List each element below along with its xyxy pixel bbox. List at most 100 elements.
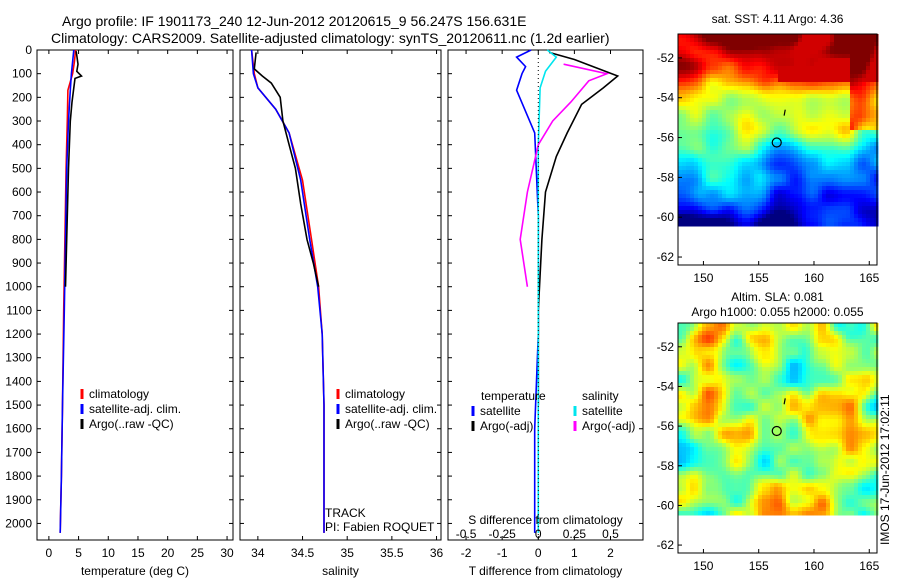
map-y-tick-label: -58 — [657, 170, 675, 184]
y-tick-label: 0 — [25, 43, 32, 57]
x-tick-label-top: -0.5 — [456, 527, 477, 541]
y-tick-label: 1000 — [5, 280, 32, 294]
series-line-difference-1 — [537, 51, 620, 406]
map-y-tick-label: -58 — [657, 459, 675, 473]
legend-title: temperature — [481, 389, 546, 403]
legend-entry: climatology — [89, 387, 149, 401]
y-tick-label: 1800 — [5, 469, 32, 483]
y-tick-label: 600 — [12, 185, 32, 199]
map-frame-1 — [677, 322, 878, 554]
x-tick-label: 20 — [161, 546, 175, 560]
y-tick-label: 700 — [12, 209, 32, 223]
series-line-salinity-2 — [253, 52, 320, 287]
y-tick-label: 1900 — [5, 493, 32, 507]
x-tick-label: 0 — [46, 546, 53, 560]
x-axis-label: salinity — [322, 564, 359, 578]
map-x-tick-label: 155 — [749, 559, 769, 573]
map-y-tick-label: -62 — [657, 538, 675, 552]
y-tick-label: 1500 — [5, 398, 32, 412]
map-field-1 — [678, 323, 879, 516]
legend-entry: satellite-adj. clim. — [89, 402, 181, 416]
plot-frame-temperature — [36, 49, 234, 541]
figure-title-line1: Argo profile: IF 1901173_240 12-Jun-2012… — [62, 13, 527, 29]
y-tick-label: 1300 — [5, 351, 32, 365]
legend-entry: Argo(-adj) — [582, 419, 635, 433]
track-segment — [783, 109, 786, 116]
x-axis-label: temperature (deg C) — [81, 564, 189, 578]
series-line-salinity-1 — [250, 49, 325, 533]
series-line-temperature-2 — [64, 51, 83, 287]
y-tick-label: 1600 — [5, 422, 32, 436]
x-tick-label: 34.5 — [291, 546, 315, 560]
track-segment — [783, 398, 786, 405]
x-tick-label: 0 — [535, 546, 542, 560]
legend-title: salinity — [582, 389, 619, 403]
y-tick-label: 300 — [12, 114, 32, 128]
legend-entry: Argo(-adj) — [480, 419, 533, 433]
plot-frame-difference — [447, 49, 644, 541]
x-tick-label: 25 — [191, 546, 205, 560]
timestamp-stamp: IMOS 17-Jun-2012 17:02:11 — [878, 394, 892, 545]
map-y-tick-label: -52 — [657, 340, 675, 354]
map-y-tick-label: -60 — [657, 498, 675, 512]
series-line-difference-3 — [519, 63, 610, 287]
x-tick-label: 35.5 — [380, 546, 404, 560]
map-x-tick-label: 165 — [859, 271, 879, 285]
map-y-tick-label: -60 — [657, 210, 675, 224]
series-line-temperature-1 — [59, 49, 75, 533]
y-tick-label: 400 — [12, 138, 32, 152]
x-tick-label: 1 — [571, 546, 578, 560]
map-y-tick-label: -62 — [657, 250, 675, 264]
legend-entry: satellite — [582, 404, 623, 418]
legend-entry: Argo(..raw -QC) — [345, 417, 430, 431]
x-axis-label-top: S difference from climatology — [468, 513, 623, 527]
map-y-tick-label: -52 — [657, 51, 675, 65]
x-tick-label-top: -0.25 — [488, 527, 516, 541]
x-axis-label: T difference from climatology — [469, 564, 623, 578]
y-tick-label: 500 — [12, 161, 32, 175]
x-tick-label: 2 — [607, 546, 614, 560]
x-tick-label-top: 0.5 — [602, 527, 619, 541]
plot-frame-salinity — [239, 49, 442, 541]
track-annotation: TRACK — [325, 506, 366, 520]
x-tick-label: 5 — [75, 546, 82, 560]
map-title: Argo h1000: 0.055 h2000: 0.055 — [691, 305, 863, 319]
map-x-tick-label: 160 — [804, 271, 824, 285]
x-tick-label: 35 — [341, 546, 355, 560]
y-tick-label: 800 — [12, 232, 32, 246]
x-tick-label: 36 — [430, 546, 444, 560]
map-y-tick-label: -54 — [657, 379, 675, 393]
map-x-tick-label: 155 — [749, 271, 769, 285]
map-title: Altim. SLA: 0.081 — [731, 290, 824, 304]
map-y-tick-label: -54 — [657, 91, 675, 105]
map-y-tick-label: -56 — [657, 419, 675, 433]
x-tick-label-top: 0 — [535, 527, 542, 541]
map-x-tick-label: 150 — [693, 559, 713, 573]
y-tick-label: 1100 — [6, 303, 32, 317]
pi-annotation: PI: Fabien ROQUET — [325, 520, 435, 534]
figure-title-line2: Climatology: CARS2009. Satellite-adjuste… — [51, 30, 610, 46]
y-tick-label: 1200 — [5, 327, 32, 341]
map-x-tick-label: 165 — [859, 559, 879, 573]
x-tick-label: 30 — [220, 546, 234, 560]
map-field-0 — [678, 34, 879, 227]
x-tick-label: 15 — [131, 546, 145, 560]
legend-entry: satellite — [480, 404, 521, 418]
y-tick-label: 100 — [12, 67, 32, 81]
profile-location-marker — [771, 137, 782, 148]
map-frame-0 — [677, 33, 878, 266]
y-tick-label: 1400 — [5, 374, 32, 388]
map-title: sat. SST: 4.11 Argo: 4.36 — [712, 12, 844, 26]
profile-location-marker — [771, 425, 782, 437]
map-x-tick-label: 150 — [693, 271, 713, 285]
legend-entry: climatology — [345, 387, 405, 401]
y-tick-label: 900 — [12, 256, 32, 270]
x-tick-label: 34 — [251, 546, 265, 560]
y-tick-label: 200 — [12, 90, 32, 104]
x-tick-label: 10 — [102, 546, 116, 560]
series-line-salinity-0 — [250, 49, 325, 533]
series-line-difference-0 — [515, 49, 540, 533]
x-tick-label: -1 — [497, 546, 508, 560]
legend-entry: Argo(..raw -QC) — [89, 417, 174, 431]
